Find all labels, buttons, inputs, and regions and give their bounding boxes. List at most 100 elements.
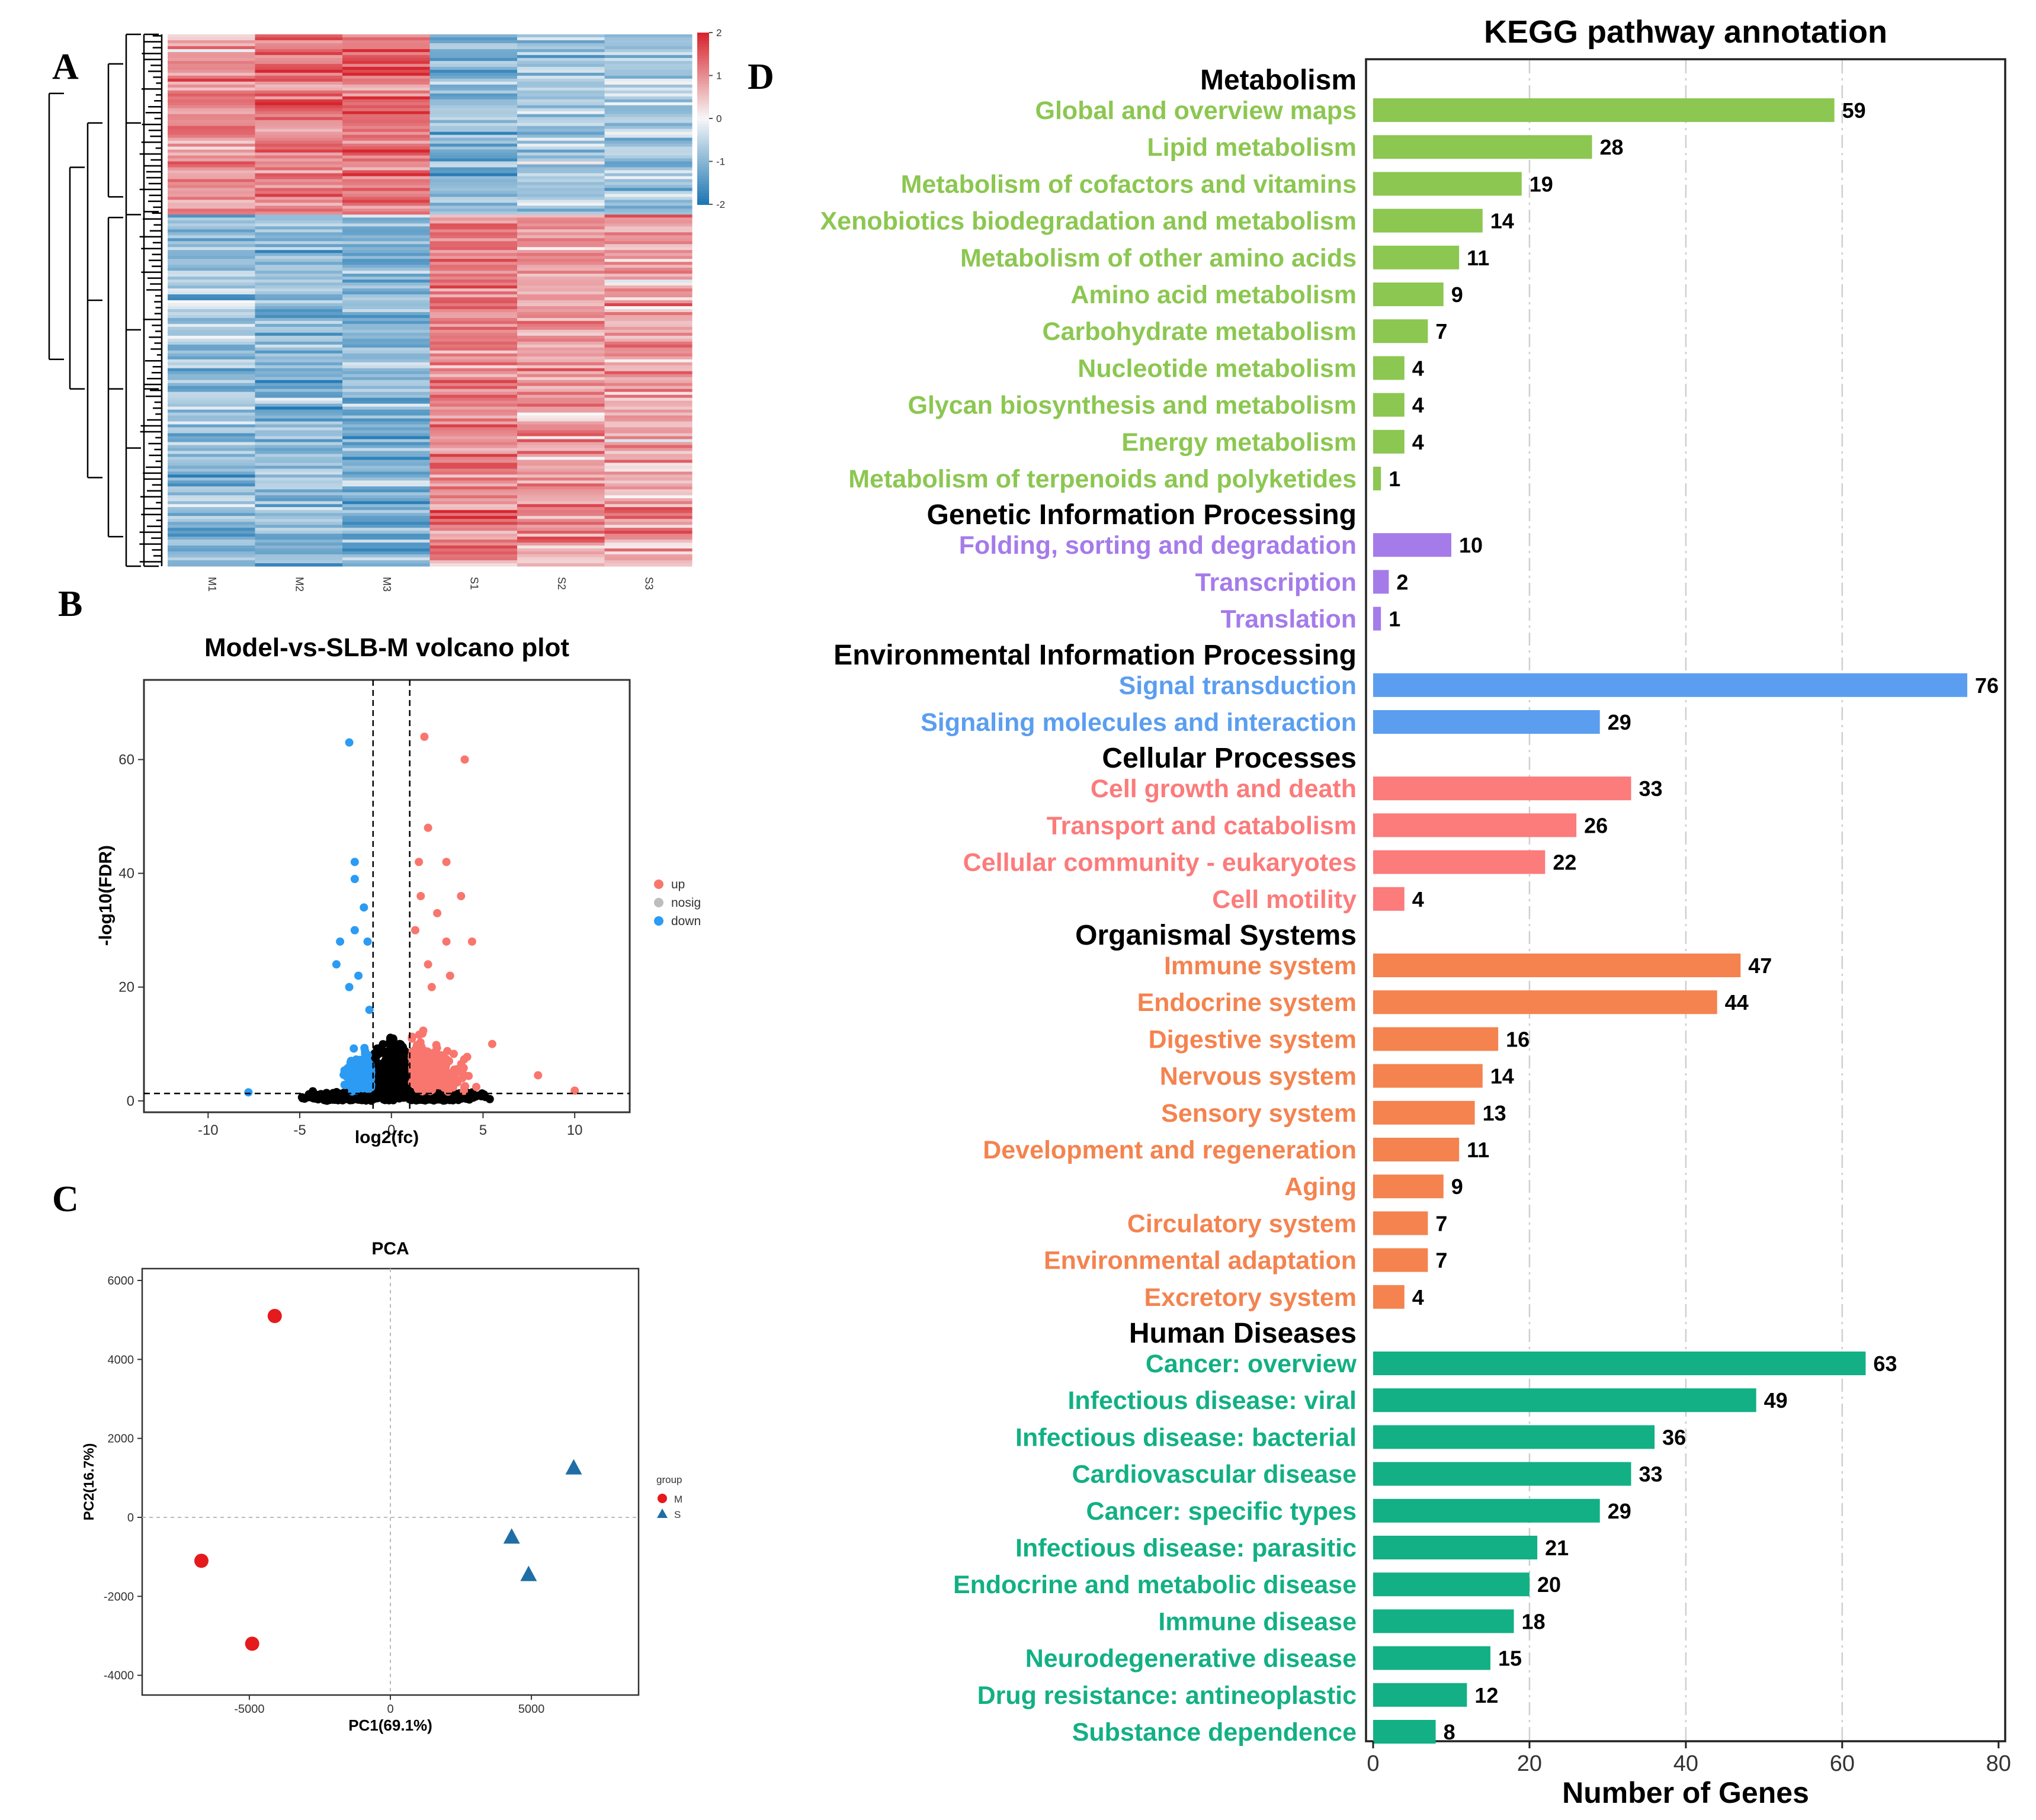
heatmap-cell (517, 540, 605, 543)
heatmap-cell (429, 368, 518, 372)
pathway-label: Development and regeneration (983, 1136, 1357, 1164)
heatmap-cell (168, 280, 256, 283)
heatmap-cell (168, 439, 256, 443)
heatmap-cell (604, 52, 692, 56)
heatmap-cell (342, 158, 431, 162)
heatmap-cell (604, 545, 692, 549)
dendrogram-lines (48, 33, 163, 567)
heatmap-cell (429, 374, 518, 378)
heatmap-cell (168, 457, 256, 460)
heatmap-cell (517, 179, 605, 183)
heatmap-cell (429, 297, 518, 301)
heatmap-cell (517, 489, 605, 493)
heatmap-cell (429, 72, 518, 76)
colorbar-segment (697, 89, 709, 94)
volcano-point-down (354, 971, 363, 980)
heatmap-cell (168, 75, 256, 79)
bar-value-label: 19 (1530, 172, 1553, 196)
colorbar-segment (697, 52, 709, 56)
heatmap-cell (342, 421, 431, 425)
pathway-bar (1373, 990, 1717, 1015)
heatmap-cell (342, 480, 431, 484)
heatmap-cell (342, 131, 431, 136)
volcano-point-nosig (443, 1094, 452, 1103)
heatmap-cell (168, 510, 256, 513)
heatmap-cell (342, 306, 431, 310)
pathway-bar (1373, 1027, 1499, 1051)
heatmap-cell (255, 314, 343, 319)
heatmap-cell (255, 235, 343, 239)
heatmap-cell (429, 480, 518, 484)
heatmap-cell (429, 350, 518, 354)
heatmap-cell (429, 338, 518, 342)
heatmap-cell (168, 516, 256, 519)
heatmap-cell (517, 241, 605, 245)
heatmap-cell (255, 303, 343, 307)
heatmap-cell (429, 332, 518, 336)
heatmap-cell (342, 120, 431, 124)
volcano-point-up (442, 858, 451, 866)
heatmap-cell (168, 501, 256, 505)
heatmap-cell (604, 247, 692, 251)
pathway-label: Circulatory system (1127, 1209, 1357, 1238)
heatmap-cell (429, 259, 518, 262)
colorbar-segment (697, 75, 709, 79)
legend-marker (654, 879, 663, 889)
heatmap-cell (255, 197, 343, 200)
category-heading: Human Diseases (1129, 1318, 1357, 1349)
heatmap-cell (517, 268, 605, 271)
pathway-bar (1373, 393, 1405, 417)
pathway-label: Energy metabolism (1121, 428, 1357, 457)
heatmap-cell (429, 406, 518, 410)
heatmap-cell (342, 274, 431, 277)
heatmap-cell (429, 256, 518, 259)
heatmap-cell (255, 516, 343, 519)
heatmap-cell (342, 105, 431, 109)
colorbar-segment (697, 133, 709, 136)
heatmap-cell (255, 232, 343, 236)
heatmap-cell (517, 314, 605, 319)
heatmap-cell (604, 380, 692, 384)
heatmap-cell (255, 350, 343, 354)
heatmap-cell (342, 353, 431, 357)
volcano-point-nosig (399, 1085, 408, 1094)
colorbar-segment (697, 58, 709, 62)
heatmap-cell (604, 353, 692, 357)
heatmap-cell (517, 285, 605, 289)
heatmap-cell (517, 468, 605, 472)
heatmap-cell (168, 164, 256, 168)
colorbar-segment (697, 72, 709, 76)
heatmap-cell (342, 63, 431, 68)
heatmap-cell (429, 274, 518, 277)
heatmap-cell (168, 211, 256, 215)
heatmap-cell (255, 291, 343, 295)
volcano-point-nosig (374, 1079, 383, 1088)
heatmap-cell (342, 191, 431, 194)
heatmap-cell (604, 259, 692, 262)
heatmap-cell (429, 314, 518, 319)
heatmap-cell (255, 37, 343, 41)
heatmap-cell (168, 176, 256, 180)
x-tick-label: -5000 (234, 1703, 264, 1716)
heatmap-cell (517, 501, 605, 505)
heatmap-cell (342, 93, 431, 97)
heatmap-cell (342, 155, 431, 159)
heatmap-cell (517, 359, 605, 363)
heatmap-cell (429, 52, 518, 56)
volcano-point-nosig (377, 1093, 386, 1102)
heatmap-cell (342, 259, 431, 262)
pathway-label: Cell growth and death (1091, 775, 1357, 803)
heatmap-cell (429, 285, 518, 289)
heatmap-cell (517, 208, 605, 212)
heatmap-cell (604, 448, 692, 452)
heatmap-cell (604, 374, 692, 378)
heatmap-cell (429, 117, 518, 121)
heatmap-cell (342, 303, 431, 307)
heatmap-cell (168, 105, 256, 109)
heatmap-cell (429, 377, 518, 381)
heatmap-cell (604, 341, 692, 345)
pathway-bar (1373, 356, 1405, 380)
heatmap-cell (342, 146, 431, 150)
heatmap-cell (517, 545, 605, 549)
